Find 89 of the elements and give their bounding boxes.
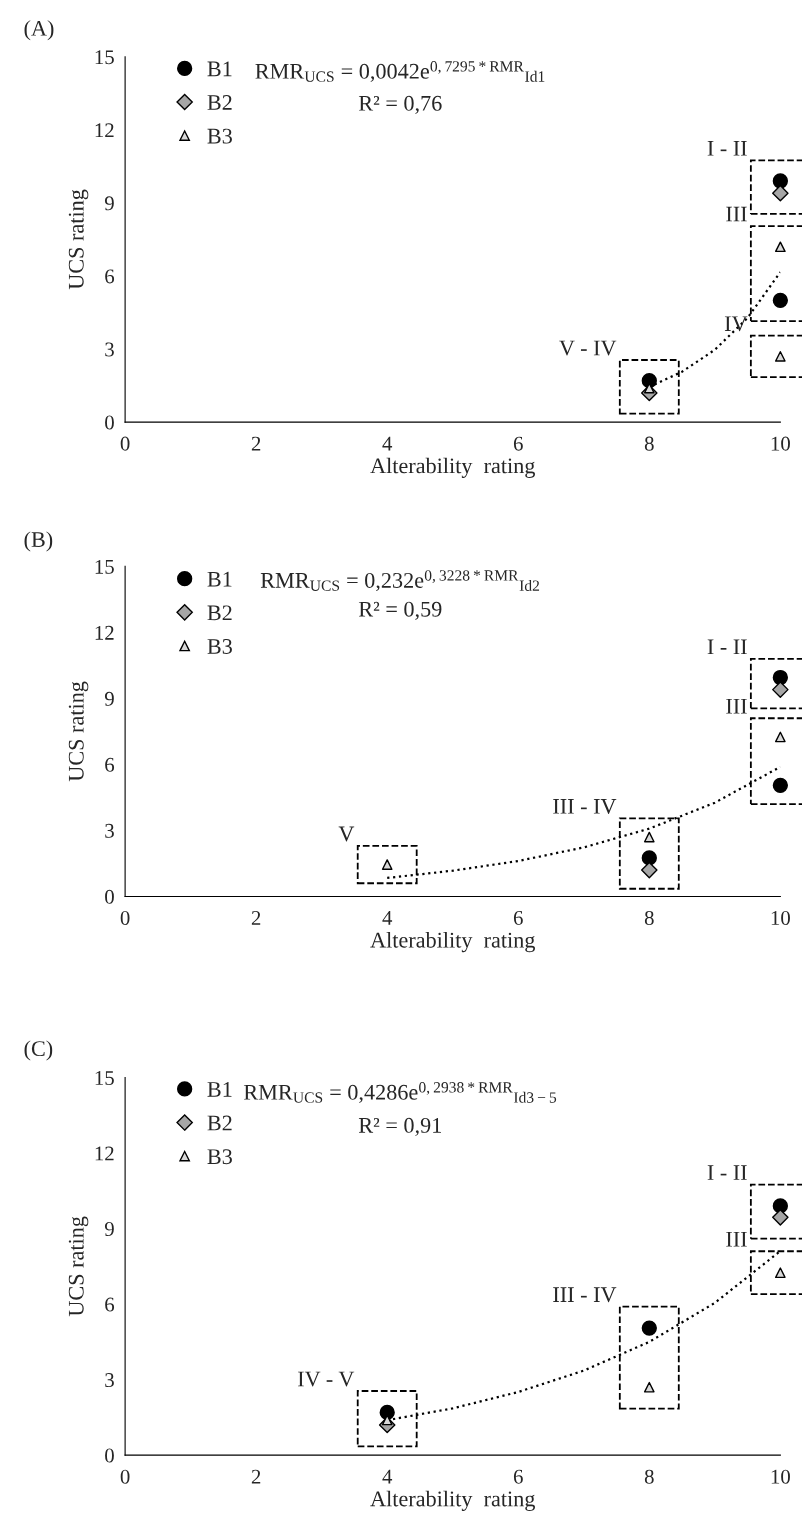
x-tick-label: 6 [513,436,523,451]
y-tick-label: 3 [105,823,114,838]
annotation: III [726,206,747,222]
x-tick-label: 2 [251,1469,261,1484]
annotation: RMR$_{UCS}$ = 0,0042e$^{0,7295*RMR}$$_{Id1}$ [255,61,545,82]
annotation: IV [724,316,748,332]
x-tick-label: 0 [120,1469,130,1484]
x-tick-label: 2 [251,436,261,451]
x-tick-label: 10 [771,1469,790,1484]
legend-label: B1 [207,61,232,77]
legend-label: B2 [207,1115,232,1131]
y-tick-label: 0 [105,1448,114,1463]
annotation: III - IV [553,1287,617,1303]
x-tick-label: 6 [513,910,523,925]
point [641,1320,657,1336]
annotation: IV - V [298,1371,355,1387]
x-tick-label: 0 [120,436,130,451]
annotation: III [726,1231,747,1247]
y-tick-label: 0 [105,889,114,904]
point [774,1267,786,1279]
legend-label: B1 [207,1082,232,1097]
point [772,681,789,698]
point [772,669,788,686]
point [381,859,393,870]
x-axis-title: Alterability rating [370,932,535,953]
x-tick-label: 0 [120,910,130,925]
point [643,1381,655,1393]
point [774,351,786,362]
y-tick-label: 12 [95,123,114,138]
legend-label: B2 [207,605,232,621]
point [772,777,788,793]
x-tick-label: 8 [644,1469,654,1484]
point [643,831,655,843]
x-axis-title: Alterability rating [370,1490,535,1511]
chart-title: (A) [24,20,54,41]
y-axis-title: UCS rating [68,1216,89,1317]
y-axis-title: UCS rating [68,189,89,290]
x-tick-label: 6 [513,1469,523,1484]
annotation: I - II [707,1165,747,1180]
y-tick-label: 0 [105,415,114,430]
chart-title: (B) [24,531,53,552]
point [772,292,788,308]
x-tick-label: 4 [382,911,393,925]
y-axis-title: UCS rating [68,681,89,782]
x-axis-title: Alterability rating [370,457,535,478]
x-tick-label: 4 [382,436,393,451]
y-tick-label: 15 [95,50,114,65]
point [772,184,789,202]
x-tick-label: 8 [644,436,654,451]
legend-label: B1 [207,571,232,587]
point [774,241,786,253]
y-tick-label: 9 [104,196,114,211]
point [772,1208,789,1226]
legend-label: B2 [207,95,232,110]
point [640,861,658,879]
x-tick-label: 10 [771,436,790,451]
y-tick-label: 6 [105,1297,115,1312]
y-tick-label: 3 [105,1373,114,1388]
annotation: III [726,698,747,714]
annotation: V [338,826,355,842]
x-tick-label: 4 [382,1469,393,1484]
annotation: I - II [707,141,747,156]
y-tick-label: 15 [95,559,114,574]
legend-label: B3 [207,1149,232,1165]
point [774,731,786,743]
annotation: R² = 0,59 [358,601,442,620]
y-tick-label: 12 [95,625,114,640]
chart-title: (C) [24,1040,53,1061]
y-tick-label: 15 [95,1071,114,1085]
y-tick-label: 3 [105,342,114,357]
point [772,173,788,189]
annotation: R² = 0,76 [358,95,442,114]
x-tick-label: 2 [251,910,261,925]
annotation: V - IV [559,340,617,356]
y-tick-label: 9 [104,1222,114,1237]
y-tick-label: 6 [105,757,115,772]
annotation: I - II [707,639,747,655]
annotation: RMR$_{UCS}$ = 0,232e$^{0,3228*RMR}$$_{Id2}$ [260,570,540,592]
x-tick-label: 8 [644,910,654,925]
annotation: RMR$_{UCS}$ = 0,4286e$^{0,2938*RMR}$$_{Id3−5}$ [243,1082,557,1103]
annotation: R² = 0,91 [358,1117,441,1137]
y-tick-label: 6 [105,269,115,284]
legend-label: B3 [207,128,232,144]
y-tick-label: 9 [104,691,114,706]
annotation: III - IV [553,799,617,814]
x-tick-label: 10 [771,910,790,925]
point [641,850,657,866]
legend-label: B3 [207,639,232,654]
y-tick-label: 12 [95,1146,114,1161]
